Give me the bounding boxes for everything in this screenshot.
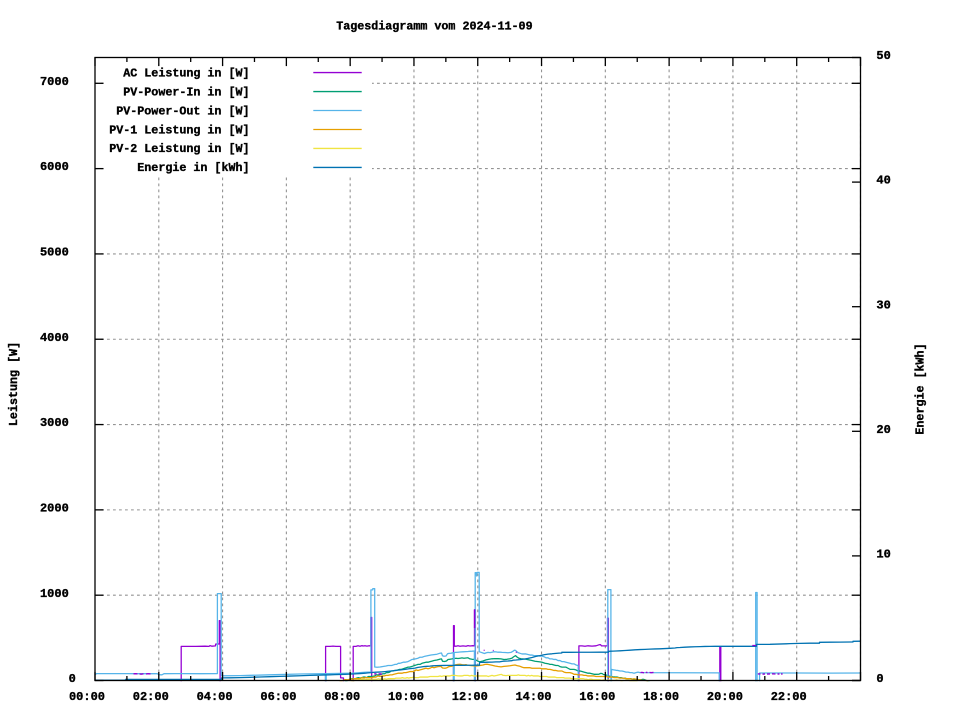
svg-text:10:00: 10:00 <box>388 690 424 704</box>
svg-text:18:00: 18:00 <box>643 690 679 704</box>
svg-text:20:00: 20:00 <box>707 690 743 704</box>
svg-text:PV-Power-In in [W]: PV-Power-In in [W] <box>123 85 249 99</box>
svg-text:7000: 7000 <box>40 75 69 89</box>
svg-text:Energie [kWh]: Energie [kWh] <box>914 343 928 434</box>
svg-text:6000: 6000 <box>40 160 69 174</box>
svg-text:12:00: 12:00 <box>452 690 488 704</box>
svg-text:Leistung [W]: Leistung [W] <box>7 342 21 426</box>
svg-text:4000: 4000 <box>40 331 69 345</box>
svg-text:10: 10 <box>876 548 890 562</box>
svg-text:2000: 2000 <box>40 502 69 516</box>
svg-text:16:00: 16:00 <box>579 690 615 704</box>
svg-text:08:00: 08:00 <box>324 690 360 704</box>
svg-text:5000: 5000 <box>40 246 69 260</box>
svg-text:PV-1 Leistung in [W]: PV-1 Leistung in [W] <box>109 123 249 137</box>
svg-text:0: 0 <box>876 672 883 686</box>
svg-text:02:00: 02:00 <box>133 690 169 704</box>
svg-text:PV-Power-Out in [W]: PV-Power-Out in [W] <box>116 104 249 118</box>
svg-text:Energie in [kWh]: Energie in [kWh] <box>137 161 249 175</box>
svg-text:30: 30 <box>876 298 890 312</box>
svg-text:22:00: 22:00 <box>771 690 807 704</box>
svg-text:14:00: 14:00 <box>515 690 551 704</box>
svg-text:40: 40 <box>876 174 890 188</box>
svg-text:50: 50 <box>876 49 890 63</box>
svg-text:AC Leistung in [W]: AC Leistung in [W] <box>123 66 249 80</box>
svg-text:06:00: 06:00 <box>260 690 296 704</box>
svg-text:20: 20 <box>876 423 890 437</box>
svg-text:04:00: 04:00 <box>197 690 233 704</box>
svg-text:00:00: 00:00 <box>69 690 105 704</box>
svg-text:PV-2 Leistung in [W]: PV-2 Leistung in [W] <box>109 142 249 156</box>
svg-text:Tagesdiagramm vom 2024-11-09: Tagesdiagramm vom 2024-11-09 <box>336 20 532 34</box>
svg-text:0: 0 <box>69 672 76 686</box>
svg-text:1000: 1000 <box>40 587 69 601</box>
svg-text:3000: 3000 <box>40 416 69 430</box>
